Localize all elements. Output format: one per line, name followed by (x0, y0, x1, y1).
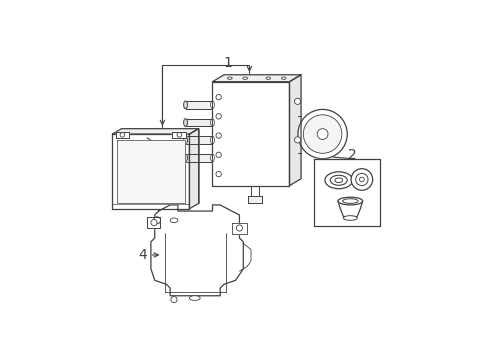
Circle shape (303, 115, 341, 153)
Circle shape (120, 132, 124, 137)
Ellipse shape (183, 101, 187, 109)
Polygon shape (289, 75, 301, 186)
Polygon shape (117, 140, 184, 203)
Circle shape (294, 137, 300, 143)
Ellipse shape (243, 77, 247, 80)
Polygon shape (122, 129, 198, 203)
Polygon shape (185, 119, 212, 126)
Ellipse shape (183, 154, 187, 162)
Circle shape (216, 133, 221, 138)
Text: 1: 1 (223, 55, 232, 69)
Polygon shape (231, 222, 246, 234)
Polygon shape (116, 132, 129, 138)
Text: 2: 2 (347, 148, 356, 162)
Circle shape (177, 132, 182, 137)
Circle shape (359, 177, 364, 182)
Circle shape (153, 217, 160, 224)
Circle shape (297, 109, 346, 159)
Ellipse shape (170, 218, 178, 222)
Polygon shape (112, 134, 189, 209)
Ellipse shape (265, 77, 270, 80)
Ellipse shape (334, 178, 342, 183)
Circle shape (317, 129, 327, 139)
Ellipse shape (329, 175, 346, 185)
Ellipse shape (281, 77, 285, 80)
Polygon shape (112, 129, 198, 134)
Ellipse shape (210, 136, 214, 144)
Circle shape (216, 114, 221, 119)
Polygon shape (185, 101, 212, 109)
Ellipse shape (210, 119, 214, 126)
Ellipse shape (227, 77, 232, 80)
Text: 3: 3 (164, 148, 173, 162)
Circle shape (236, 225, 242, 231)
Ellipse shape (324, 172, 352, 189)
Polygon shape (147, 217, 160, 228)
Ellipse shape (189, 296, 200, 300)
Ellipse shape (343, 216, 357, 220)
Circle shape (355, 173, 367, 186)
Polygon shape (151, 205, 243, 296)
Ellipse shape (183, 136, 187, 144)
Polygon shape (247, 197, 261, 203)
Polygon shape (172, 132, 185, 138)
Circle shape (171, 297, 177, 303)
Polygon shape (185, 154, 212, 162)
Polygon shape (212, 82, 289, 186)
Text: 4: 4 (138, 248, 147, 262)
Circle shape (294, 98, 300, 104)
Ellipse shape (210, 101, 214, 109)
Polygon shape (185, 136, 212, 144)
Circle shape (216, 152, 221, 158)
Ellipse shape (210, 154, 214, 162)
Polygon shape (313, 159, 380, 226)
Ellipse shape (337, 197, 362, 205)
Circle shape (350, 169, 372, 190)
Circle shape (216, 94, 221, 100)
Ellipse shape (342, 199, 357, 203)
Circle shape (151, 220, 157, 226)
Ellipse shape (183, 119, 187, 126)
Polygon shape (189, 129, 198, 209)
Circle shape (216, 171, 221, 177)
Polygon shape (212, 75, 301, 82)
